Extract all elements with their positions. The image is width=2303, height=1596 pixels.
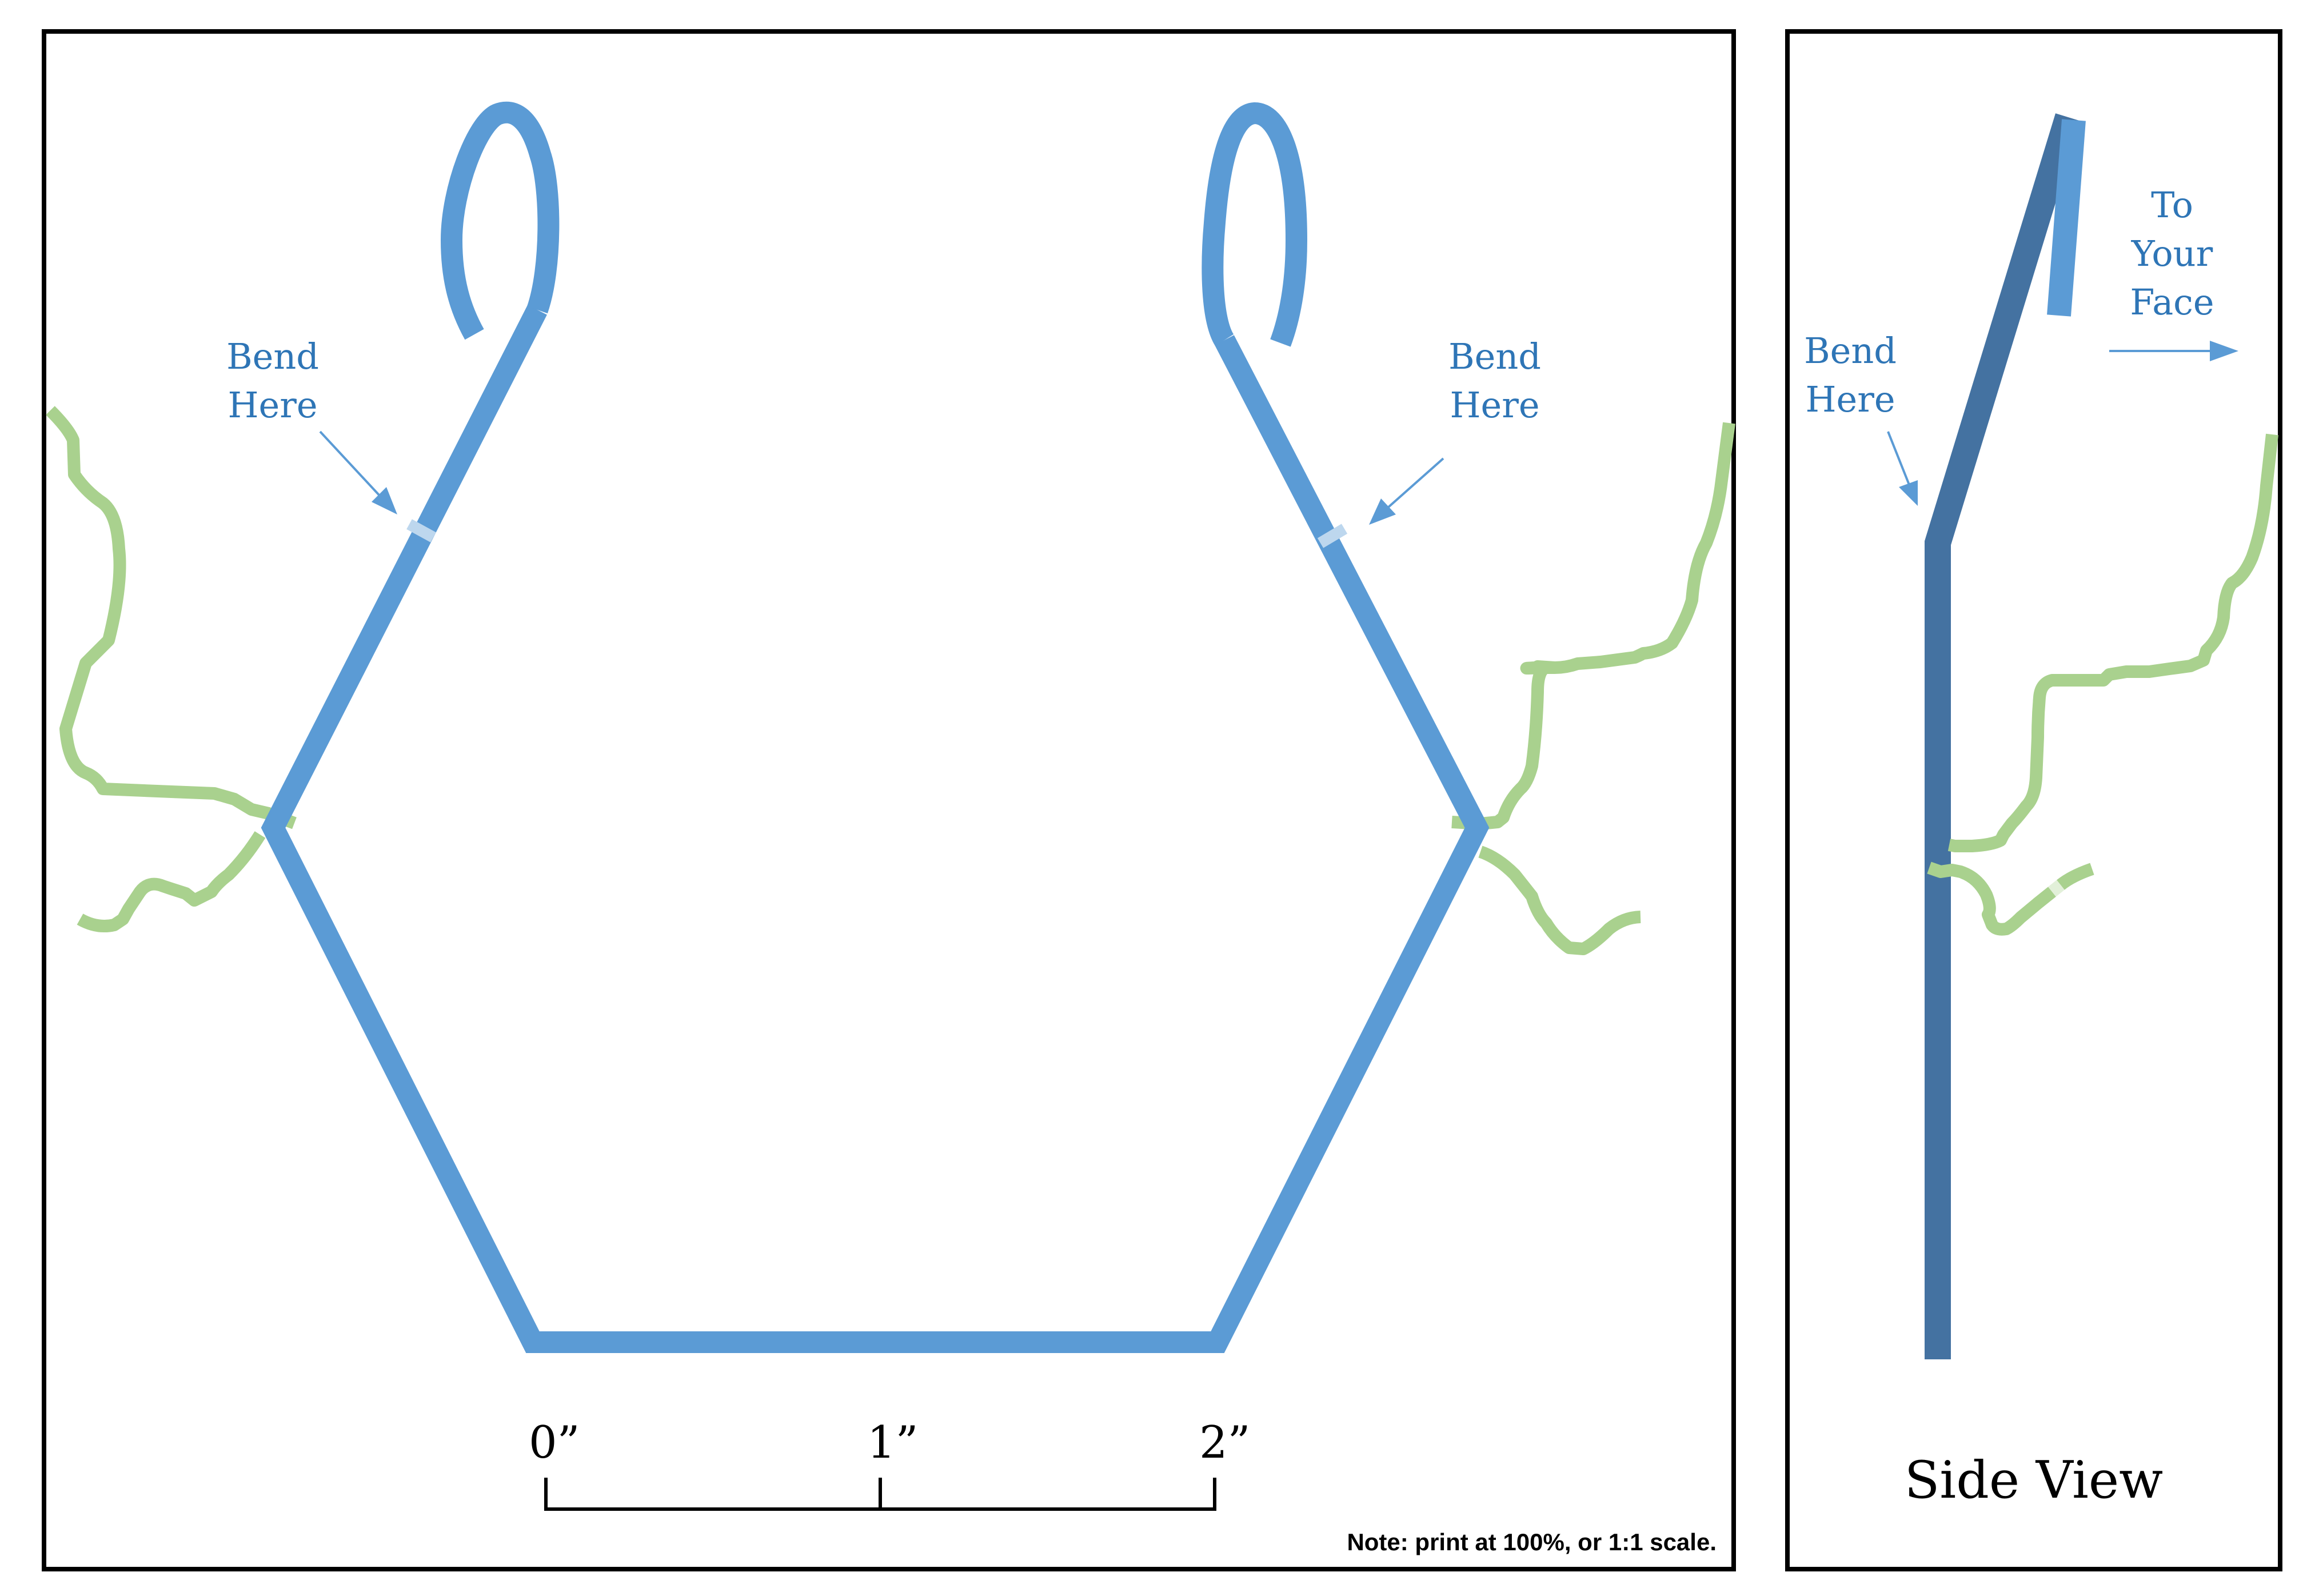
right-string-lower (1478, 845, 1641, 955)
frame-wire-body (261, 305, 1490, 1353)
right-bend-label-line2: Here (1450, 384, 1539, 426)
face-direction-arrow (2109, 341, 2238, 361)
left-bend-mark (406, 519, 436, 542)
side-string-bend-mark (2048, 880, 2065, 897)
front-view-border (42, 29, 1736, 1571)
scale-bar: 0” 1” 2” (529, 1417, 1251, 1511)
left-string-upper (46, 406, 297, 829)
front-view-panel: Bend Here Bend Here 0” 1” 2” Note: print… (42, 29, 1736, 1571)
face-label-line2: Your (2131, 233, 2213, 274)
side-bend-label-line1: Bend (1804, 330, 1897, 372)
face-label-line1: To (2151, 184, 2193, 226)
left-ear-loop (440, 101, 560, 340)
side-string-upper (1947, 433, 2278, 852)
side-view-border (1785, 29, 2282, 1571)
right-string-upper (1520, 422, 1735, 675)
scale-tick-1: 1” (867, 1417, 919, 1469)
side-bend-label-line2: Here (1805, 378, 1895, 420)
scale-tick-0: 0” (529, 1417, 580, 1469)
right-ear-loop (1202, 102, 1308, 347)
right-bend-arrow (1369, 457, 1444, 525)
print-scale-note: Note: print at 100%, or 1:1 scale. (1347, 1529, 1717, 1555)
left-string-lower (77, 831, 266, 932)
left-bend-label-line2: Here (227, 384, 317, 426)
side-wire-arm (1925, 113, 2081, 1359)
scale-tick-2: 2” (1199, 1417, 1251, 1469)
side-view-panel: Bend Here To Your Face Side View (1785, 29, 2282, 1571)
side-string-end (2057, 863, 2094, 890)
side-wire-ear (2047, 119, 2086, 317)
left-bend-arrow (319, 430, 397, 514)
side-view-title: Side View (1905, 1450, 2163, 1510)
right-string-drop (1451, 661, 1555, 830)
side-string-lower (1927, 861, 2056, 936)
side-bend-arrow (1887, 431, 1918, 506)
right-bend-label-line1: Bend (1448, 336, 1541, 377)
left-bend-label-line1: Bend (226, 336, 319, 377)
face-label-line3: Face (2130, 281, 2214, 323)
right-bend-mark (1317, 524, 1348, 548)
